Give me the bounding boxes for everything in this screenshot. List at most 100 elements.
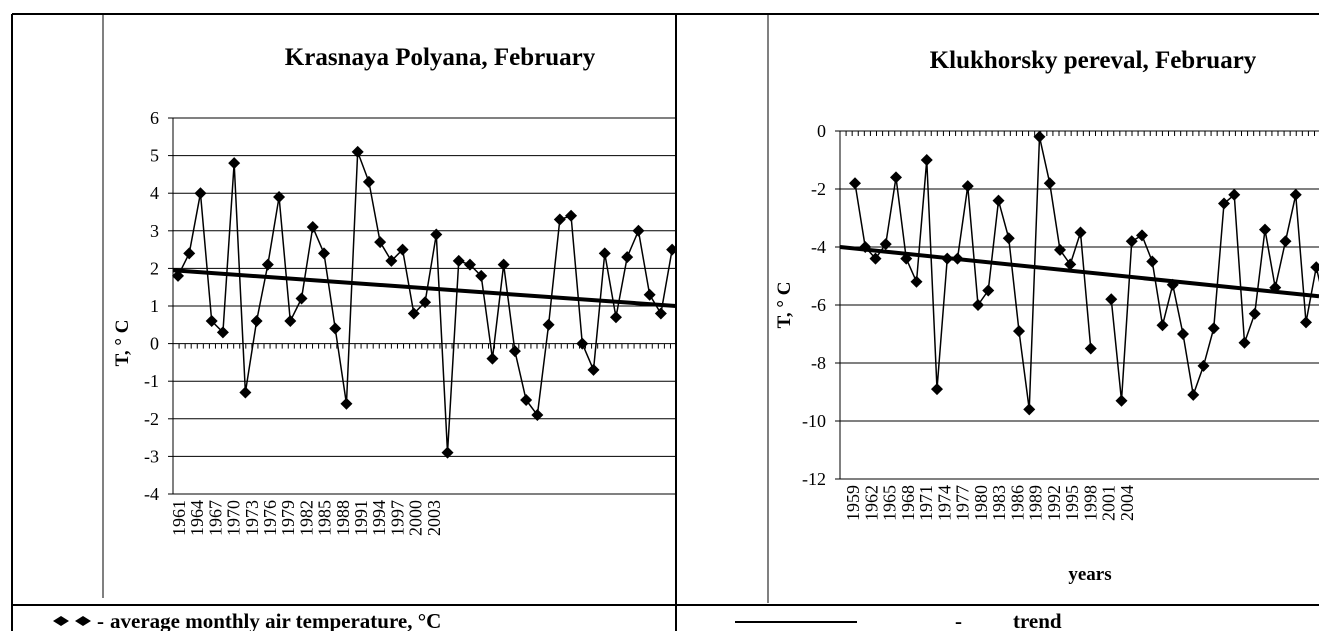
legend-label: average monthly air temperature, °C [110, 609, 441, 631]
y-tick-label: 1 [150, 296, 159, 316]
point [1228, 188, 1241, 201]
point [452, 254, 465, 267]
y-tick-label: -4 [144, 484, 159, 504]
point [951, 252, 964, 265]
point [598, 247, 611, 260]
point [1238, 336, 1251, 349]
y-tick-label: 0 [817, 121, 826, 141]
y-tick-label: 5 [150, 146, 159, 166]
point [1074, 226, 1087, 239]
y-tick-label: 6 [150, 108, 159, 128]
point [317, 247, 330, 260]
x-tick-label: 1965 [880, 485, 900, 521]
x-tick-label: 1959 [843, 485, 863, 521]
x-tick-label: 1979 [278, 500, 298, 536]
y-tick-label: 3 [150, 221, 159, 241]
x-tick-label: 1980 [971, 485, 991, 521]
point [900, 252, 913, 265]
point [1033, 130, 1046, 143]
y-tick-label: -12 [802, 469, 826, 489]
legend: - average monthly air temperature, °C - … [53, 609, 1062, 631]
point [441, 446, 454, 459]
chart-right: Klukhorsky pereval, February T, ° C years -… [774, 47, 1319, 585]
x-tick-label: 2000 [406, 500, 426, 536]
x-tick-label: 2001 [1099, 485, 1119, 521]
y-tick-label: -8 [811, 353, 826, 373]
x-tick-label: 1968 [898, 485, 918, 521]
x-tick-label: 1988 [333, 500, 353, 536]
point [1043, 177, 1056, 190]
y-tick-label: 4 [150, 183, 159, 203]
point [497, 258, 510, 271]
x-tick-label: 1998 [1080, 485, 1100, 521]
point [982, 284, 995, 297]
point [890, 171, 902, 184]
point [1187, 388, 1200, 401]
point [920, 154, 933, 166]
x-tick-label: 1991 [351, 500, 371, 536]
point [1125, 235, 1138, 248]
point [632, 224, 645, 237]
point [239, 386, 252, 399]
chart-frame [102, 14, 769, 603]
point [1166, 278, 1179, 291]
x-tick-label: 1964 [187, 500, 207, 536]
point [643, 288, 656, 301]
y-tick-label: -1 [144, 371, 159, 391]
point [362, 175, 375, 188]
point [1136, 229, 1148, 242]
point [520, 394, 533, 406]
x-tick-label: 1976 [260, 500, 280, 536]
point [1300, 316, 1312, 329]
point [869, 252, 882, 265]
series-line [854, 136, 1319, 410]
point [587, 363, 600, 376]
point [879, 238, 892, 251]
x-tick-label: 1983 [989, 485, 1009, 521]
point [1054, 243, 1066, 256]
point [1259, 223, 1271, 236]
point [295, 292, 308, 305]
point [542, 318, 555, 331]
point [565, 209, 578, 222]
point [1197, 359, 1210, 372]
point [1207, 322, 1220, 335]
point [284, 315, 297, 328]
y-tick-label: 2 [150, 258, 159, 278]
point [1105, 293, 1118, 306]
point [463, 258, 476, 271]
point [273, 190, 286, 203]
point [407, 307, 420, 320]
x-axis-label: years [423, 599, 466, 620]
point [183, 247, 196, 260]
point [910, 275, 923, 288]
point [1156, 319, 1169, 332]
point [351, 145, 364, 158]
point [1146, 255, 1159, 268]
point [1115, 394, 1128, 407]
x-tick-label: 1967 [205, 500, 225, 536]
point [340, 397, 353, 410]
point [961, 180, 974, 193]
point [1248, 307, 1261, 320]
y-tick-label: -2 [144, 409, 159, 429]
point [972, 299, 984, 311]
point [849, 177, 861, 190]
x-tick-label: 1994 [369, 500, 389, 536]
point [1084, 342, 1097, 355]
point [194, 187, 207, 200]
point [228, 157, 241, 170]
x-tick-label: 2003 [424, 500, 444, 536]
table-frame [11, 13, 1319, 631]
point [1269, 281, 1282, 294]
x-tick-label: 1973 [242, 500, 262, 536]
x-tick-label: 1995 [1062, 485, 1082, 521]
point [666, 243, 676, 256]
x-tick-label: 1985 [315, 500, 335, 536]
point [531, 409, 544, 422]
x-axis-label: years [1068, 564, 1111, 585]
point [941, 252, 954, 265]
point [859, 241, 872, 253]
